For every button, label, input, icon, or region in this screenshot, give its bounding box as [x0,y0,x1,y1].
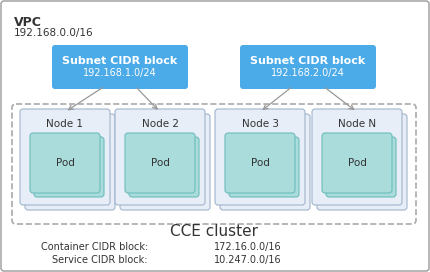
Text: Node 2: Node 2 [141,119,178,129]
Text: Pod: Pod [251,158,270,168]
FancyBboxPatch shape [30,133,100,193]
FancyBboxPatch shape [34,137,104,197]
Text: Container CIDR block:: Container CIDR block: [41,242,148,252]
FancyBboxPatch shape [317,114,407,210]
FancyBboxPatch shape [25,114,115,210]
Text: Subnet CIDR block: Subnet CIDR block [62,56,178,66]
FancyBboxPatch shape [20,109,110,205]
FancyBboxPatch shape [129,137,199,197]
Text: 192.168.1.0/24: 192.168.1.0/24 [83,68,157,78]
FancyBboxPatch shape [215,109,305,205]
FancyBboxPatch shape [326,137,396,197]
Text: Service CIDR block:: Service CIDR block: [52,255,148,265]
FancyBboxPatch shape [240,45,376,89]
Text: Node 3: Node 3 [242,119,279,129]
Text: VPC: VPC [14,16,42,29]
Text: 10.247.0.0/16: 10.247.0.0/16 [214,255,282,265]
Text: Pod: Pod [55,158,74,168]
Text: Pod: Pod [347,158,366,168]
FancyBboxPatch shape [322,133,392,193]
Text: 172.16.0.0/16: 172.16.0.0/16 [214,242,282,252]
FancyBboxPatch shape [115,109,205,205]
FancyBboxPatch shape [125,133,195,193]
Text: 192.168.2.0/24: 192.168.2.0/24 [271,68,345,78]
FancyBboxPatch shape [52,45,188,89]
Text: Pod: Pod [150,158,169,168]
FancyBboxPatch shape [225,133,295,193]
Text: Node 1: Node 1 [46,119,83,129]
Text: Node N: Node N [338,119,376,129]
Text: CCE cluster: CCE cluster [170,224,258,239]
Text: 192.168.0.0/16: 192.168.0.0/16 [14,28,94,38]
FancyBboxPatch shape [120,114,210,210]
FancyBboxPatch shape [229,137,299,197]
FancyBboxPatch shape [312,109,402,205]
FancyBboxPatch shape [220,114,310,210]
Text: Subnet CIDR block: Subnet CIDR block [250,56,366,66]
